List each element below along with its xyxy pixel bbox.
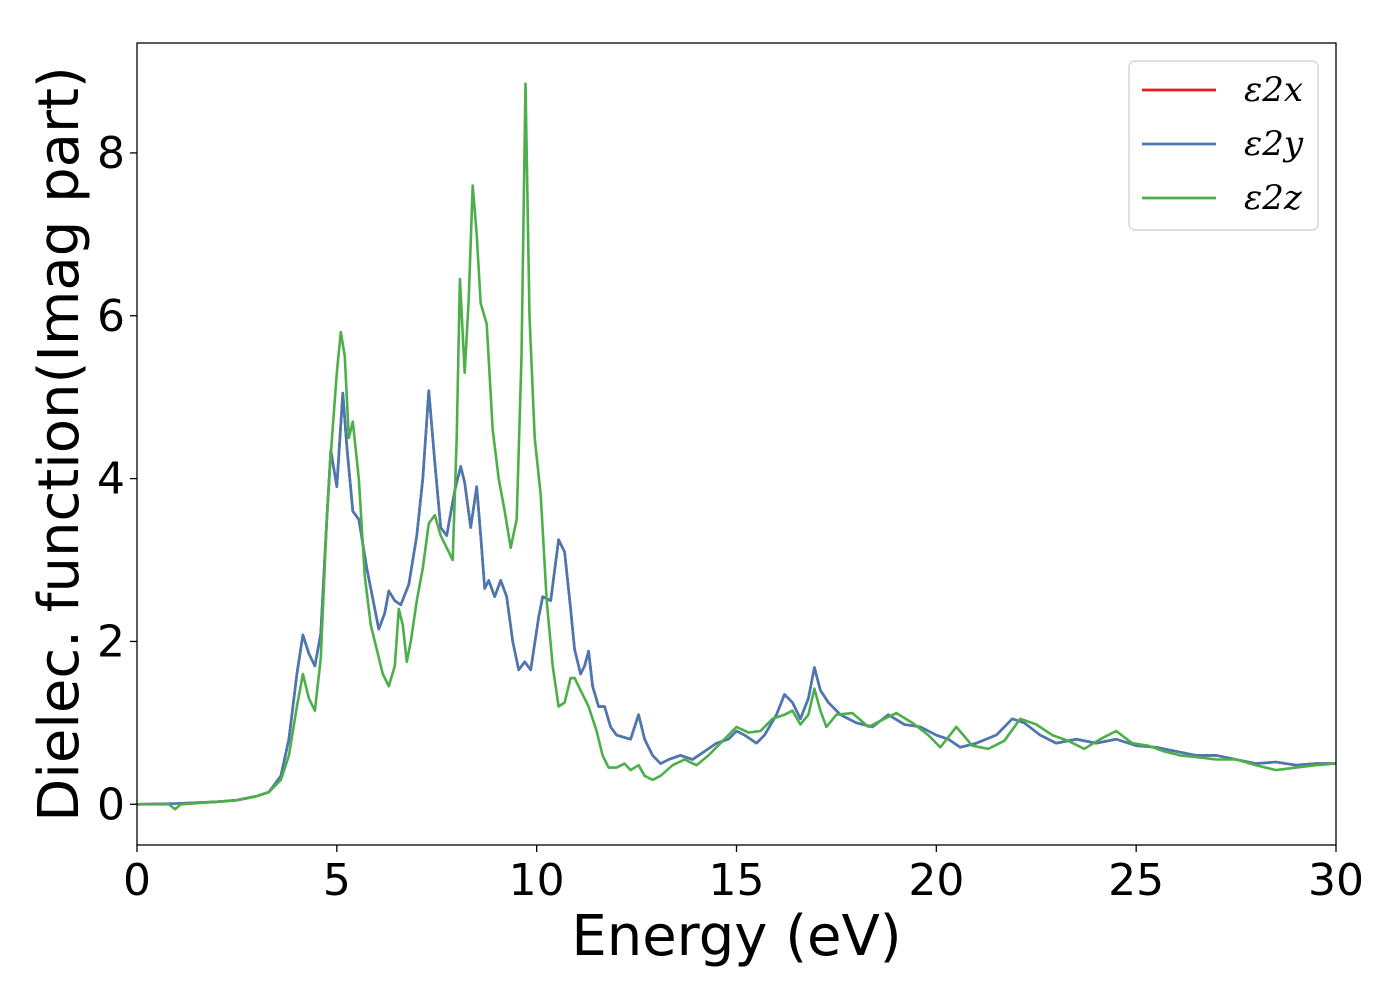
- legend-label-0: ε2x: [1244, 70, 1303, 110]
- legend-box: [1128, 60, 1319, 231]
- x-tick-label: 5: [323, 855, 351, 906]
- y-axis-ticks: 0 2 4 6 8: [97, 128, 137, 830]
- y-tick-label: 8: [97, 128, 125, 179]
- y-axis-label: Dielec. function(Imag part): [27, 66, 92, 822]
- x-tick-label: 25: [1108, 855, 1164, 906]
- legend-label-2: ε2z: [1244, 178, 1303, 218]
- x-tick-label: 20: [908, 855, 964, 906]
- y-tick-label: 0: [97, 779, 125, 830]
- x-tick-label: 10: [509, 855, 565, 906]
- x-tick-label: 0: [123, 855, 151, 906]
- x-axis-label: Energy (eV): [571, 904, 901, 969]
- x-tick-label: 15: [709, 855, 765, 906]
- legend: ε2x ε2y ε2z: [1128, 60, 1319, 231]
- plot-lines: [137, 82, 1336, 811]
- x-axis-ticks: 0 5 10 15 20 25 30: [123, 845, 1364, 906]
- y-tick-label: 6: [97, 291, 125, 342]
- series-line-2: [137, 82, 1336, 811]
- y-tick-label: 2: [97, 616, 125, 667]
- y-tick-label: 4: [97, 454, 125, 505]
- x-tick-label: 30: [1308, 855, 1364, 906]
- legend-label-1: ε2y: [1244, 124, 1304, 164]
